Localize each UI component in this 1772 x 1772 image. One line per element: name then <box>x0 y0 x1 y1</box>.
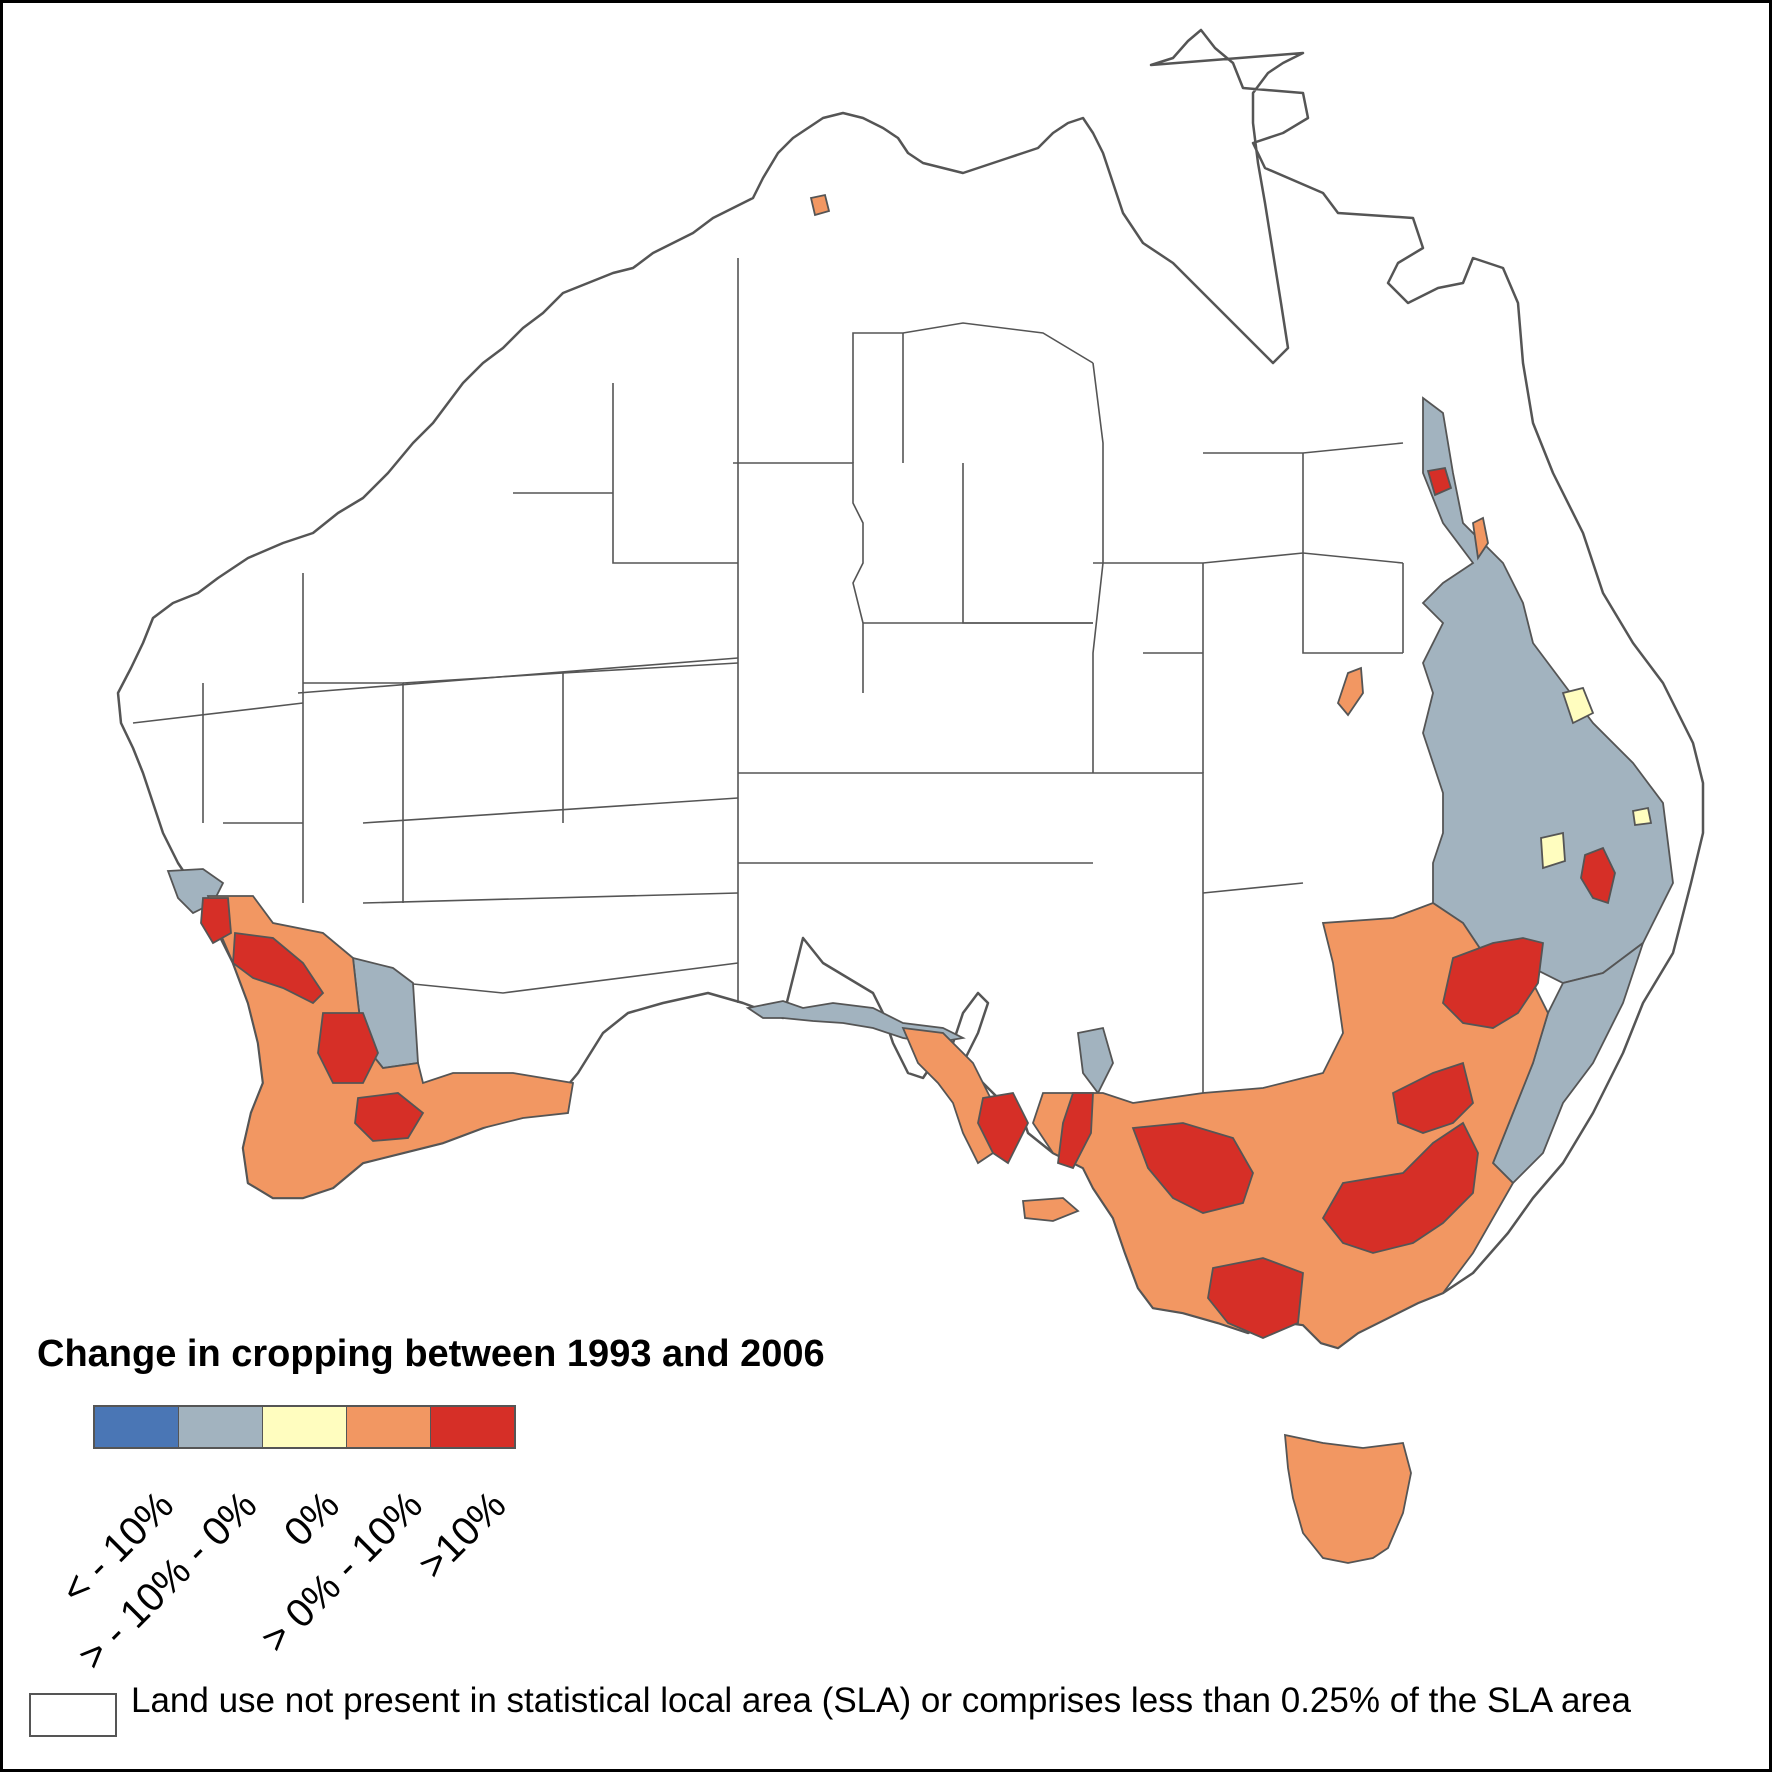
sla-boundaries <box>132 258 1404 1093</box>
region-increase-large-sa-eyre <box>977 1092 1030 1165</box>
region-increase-large-riverina <box>1321 1121 1479 1254</box>
region-increase-small-sa <box>901 1026 1004 1165</box>
swatch-increase-small <box>347 1407 431 1447</box>
region-increase-large-qld-coast <box>1426 466 1453 497</box>
region-no-change-2 <box>1540 831 1566 870</box>
region-increase-large-wa-1 <box>200 897 232 945</box>
region-no-change-3 <box>1631 806 1653 827</box>
region-increase-large-wimmera <box>1207 1257 1304 1339</box>
region-increase-large-sa-yorke <box>1057 1092 1094 1170</box>
region-increase-large-central-west <box>1392 1061 1474 1134</box>
region-increase-small-qld-coast <box>1472 516 1489 561</box>
region-decrease-small-sa-gulf <box>1077 1026 1114 1095</box>
region-increase-small-kangaroo-is <box>1021 1197 1080 1222</box>
swatch-increase-large <box>431 1407 514 1447</box>
region-increase-large-mallee <box>1131 1122 1254 1214</box>
swatch-decrease-large <box>95 1407 179 1447</box>
region-increase-large-wa-3 <box>317 1012 379 1084</box>
region-increase-large-north-west-slopes <box>1442 937 1544 1029</box>
swatch-decrease-small <box>179 1407 263 1447</box>
swatch-no-change <box>263 1407 347 1447</box>
region-increase-small-qld-central <box>1336 666 1364 717</box>
region-increase-small-tasmania <box>1283 1433 1412 1564</box>
region-no-change-1 <box>1561 686 1595 725</box>
region-increase-large-wa-4 <box>354 1092 425 1142</box>
legend-swatch-row <box>93 1405 516 1449</box>
legend-no-data-swatch <box>29 1693 117 1737</box>
australia-map <box>116 28 1705 1564</box>
legend-title: Change in cropping between 1993 and 2006 <box>37 1333 825 1375</box>
region-increase-small-nt <box>809 193 831 217</box>
region-increase-large-wa-2 <box>232 931 325 1005</box>
region-increase-large-darling-downs <box>1580 846 1616 905</box>
legend-no-data-label: Land use not present in statistical loca… <box>131 1681 1631 1720</box>
